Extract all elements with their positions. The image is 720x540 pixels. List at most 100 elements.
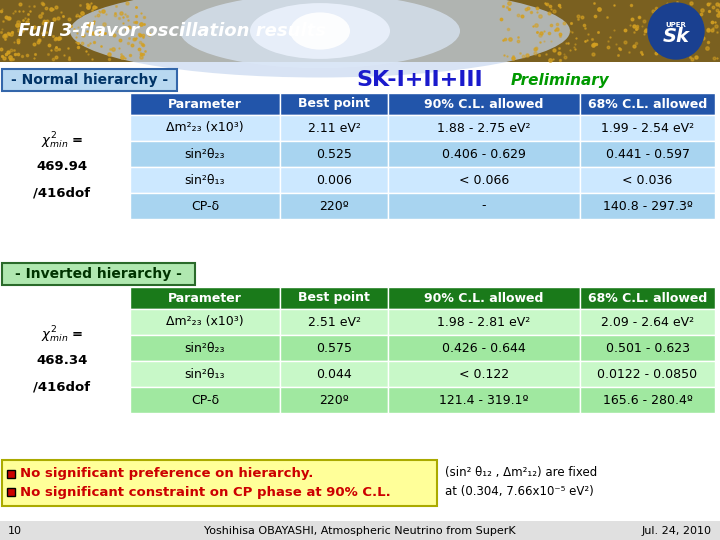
Text: - Inverted hierarchy -: - Inverted hierarchy - — [14, 267, 181, 281]
Text: Jul. 24, 2010: Jul. 24, 2010 — [642, 525, 712, 536]
Text: 2.11 eV²: 2.11 eV² — [307, 122, 361, 134]
FancyBboxPatch shape — [580, 193, 715, 219]
Text: Best point: Best point — [298, 292, 370, 305]
FancyBboxPatch shape — [7, 470, 15, 478]
Text: 165.6 - 280.4º: 165.6 - 280.4º — [603, 394, 693, 407]
FancyBboxPatch shape — [130, 141, 280, 167]
Ellipse shape — [70, 0, 570, 78]
FancyBboxPatch shape — [130, 387, 280, 413]
Text: 0.501 - 0.623: 0.501 - 0.623 — [606, 341, 690, 354]
FancyBboxPatch shape — [2, 69, 177, 91]
FancyBboxPatch shape — [580, 335, 715, 361]
FancyBboxPatch shape — [580, 387, 715, 413]
Text: /416dof: /416dof — [33, 186, 91, 199]
Text: 140.8 - 297.3º: 140.8 - 297.3º — [603, 199, 693, 213]
Text: 469.94: 469.94 — [37, 160, 88, 173]
Text: No significant preference on hierarchy.: No significant preference on hierarchy. — [20, 467, 313, 480]
Text: 2.51 eV²: 2.51 eV² — [307, 315, 361, 328]
Text: 0.525: 0.525 — [316, 147, 352, 160]
FancyBboxPatch shape — [388, 309, 580, 335]
FancyBboxPatch shape — [280, 309, 388, 335]
FancyBboxPatch shape — [388, 287, 580, 309]
FancyBboxPatch shape — [130, 287, 280, 309]
FancyBboxPatch shape — [388, 167, 580, 193]
Text: Full 3-flavor oscillation results: Full 3-flavor oscillation results — [18, 22, 326, 40]
Text: /416dof: /416dof — [33, 381, 91, 394]
Text: 0.441 - 0.597: 0.441 - 0.597 — [606, 147, 690, 160]
FancyBboxPatch shape — [280, 287, 388, 309]
Text: 121.4 - 319.1º: 121.4 - 319.1º — [439, 394, 528, 407]
FancyBboxPatch shape — [388, 93, 580, 115]
Text: $\chi^2_{min}$ =: $\chi^2_{min}$ = — [41, 131, 84, 151]
FancyBboxPatch shape — [280, 167, 388, 193]
FancyBboxPatch shape — [130, 361, 280, 387]
Text: Preliminary: Preliminary — [510, 72, 609, 87]
Text: < 0.036: < 0.036 — [622, 173, 672, 186]
Text: 2.09 - 2.64 eV²: 2.09 - 2.64 eV² — [601, 315, 694, 328]
FancyBboxPatch shape — [388, 193, 580, 219]
FancyBboxPatch shape — [130, 309, 280, 335]
Text: sin²θ₂₃: sin²θ₂₃ — [185, 147, 225, 160]
FancyBboxPatch shape — [388, 335, 580, 361]
Text: Parameter: Parameter — [168, 98, 242, 111]
Circle shape — [648, 3, 704, 59]
Text: 0.0122 - 0.0850: 0.0122 - 0.0850 — [598, 368, 698, 381]
Text: 0.044: 0.044 — [316, 368, 352, 381]
Ellipse shape — [180, 0, 460, 68]
FancyBboxPatch shape — [580, 167, 715, 193]
FancyBboxPatch shape — [580, 141, 715, 167]
Text: 0.426 - 0.644: 0.426 - 0.644 — [442, 341, 526, 354]
FancyBboxPatch shape — [0, 0, 720, 62]
Text: sin²θ₁₃: sin²θ₁₃ — [185, 173, 225, 186]
FancyBboxPatch shape — [580, 93, 715, 115]
Text: - Normal hierarchy -: - Normal hierarchy - — [12, 73, 168, 87]
Text: Sk: Sk — [662, 28, 690, 46]
Text: Best point: Best point — [298, 98, 370, 111]
Text: 1.98 - 2.81 eV²: 1.98 - 2.81 eV² — [437, 315, 531, 328]
Text: 0.006: 0.006 — [316, 173, 352, 186]
FancyBboxPatch shape — [280, 141, 388, 167]
Text: -: - — [482, 199, 486, 213]
Text: 68% C.L. allowed: 68% C.L. allowed — [588, 98, 707, 111]
Text: Δm²₂₃ (x10³): Δm²₂₃ (x10³) — [166, 315, 244, 328]
FancyBboxPatch shape — [130, 93, 280, 115]
Text: Δm²₂₃ (x10³): Δm²₂₃ (x10³) — [166, 122, 244, 134]
Text: No significant constraint on CP phase at 90% C.L.: No significant constraint on CP phase at… — [20, 485, 391, 499]
FancyBboxPatch shape — [388, 387, 580, 413]
FancyBboxPatch shape — [130, 115, 280, 141]
Text: UPER: UPER — [665, 22, 686, 28]
FancyBboxPatch shape — [580, 309, 715, 335]
Text: CP-δ: CP-δ — [191, 199, 219, 213]
Text: 1.88 - 2.75 eV²: 1.88 - 2.75 eV² — [437, 122, 531, 134]
Text: 1.99 - 2.54 eV²: 1.99 - 2.54 eV² — [601, 122, 694, 134]
FancyBboxPatch shape — [130, 167, 280, 193]
Text: Parameter: Parameter — [168, 292, 242, 305]
Text: Yoshihisa OBAYASHI, Atmospheric Neutrino from SuperK: Yoshihisa OBAYASHI, Atmospheric Neutrino… — [204, 525, 516, 536]
Text: < 0.066: < 0.066 — [459, 173, 509, 186]
Text: CP-δ: CP-δ — [191, 394, 219, 407]
Text: 0.406 - 0.629: 0.406 - 0.629 — [442, 147, 526, 160]
Text: $\chi^2_{min}$ =: $\chi^2_{min}$ = — [41, 325, 84, 345]
FancyBboxPatch shape — [580, 361, 715, 387]
Ellipse shape — [250, 3, 390, 59]
Text: sin²θ₂₃: sin²θ₂₃ — [185, 341, 225, 354]
Text: SK-I+II+III: SK-I+II+III — [356, 70, 483, 90]
FancyBboxPatch shape — [280, 361, 388, 387]
FancyBboxPatch shape — [280, 93, 388, 115]
FancyBboxPatch shape — [7, 488, 15, 496]
FancyBboxPatch shape — [388, 115, 580, 141]
FancyBboxPatch shape — [388, 361, 580, 387]
FancyBboxPatch shape — [2, 263, 195, 285]
FancyBboxPatch shape — [130, 335, 280, 361]
Text: < 0.122: < 0.122 — [459, 368, 509, 381]
FancyBboxPatch shape — [280, 115, 388, 141]
FancyBboxPatch shape — [2, 460, 437, 506]
FancyBboxPatch shape — [280, 335, 388, 361]
FancyBboxPatch shape — [580, 115, 715, 141]
Text: 468.34: 468.34 — [36, 354, 88, 368]
Text: 68% C.L. allowed: 68% C.L. allowed — [588, 292, 707, 305]
FancyBboxPatch shape — [280, 193, 388, 219]
FancyBboxPatch shape — [388, 141, 580, 167]
Text: 90% C.L. allowed: 90% C.L. allowed — [424, 292, 544, 305]
Text: 220º: 220º — [319, 394, 349, 407]
